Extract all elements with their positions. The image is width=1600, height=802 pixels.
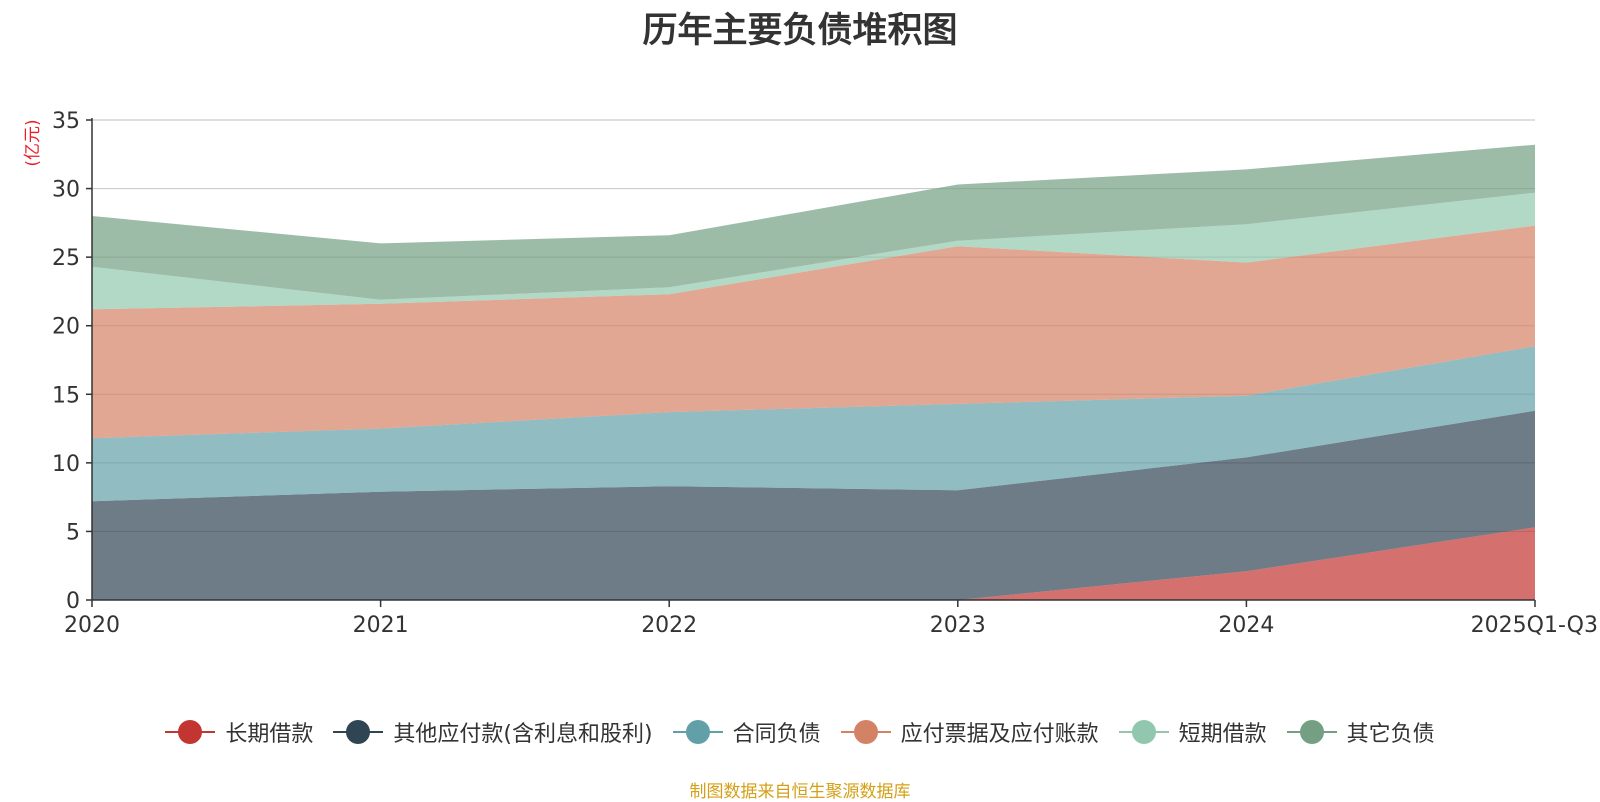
x-tick-label-5: 2025Q1-Q3 <box>1471 613 1598 638</box>
x-tick-label-1: 2021 <box>353 613 409 638</box>
y-tick-label-10: 10 <box>52 452 80 477</box>
source-note: 制图数据来自恒生聚源数据库 <box>689 782 911 802</box>
legend-marker-icon <box>165 719 216 745</box>
legend-marker-icon <box>840 719 891 745</box>
axes: 0 5 10 15 20 25 30 35 2020 2021 2022 2023 2024 2025Q1… <box>52 109 1598 638</box>
legend-marker-icon <box>672 719 723 745</box>
area-series-5 <box>92 192 1535 310</box>
y-tick-label-30: 30 <box>52 178 80 203</box>
area-series-2 <box>92 410 1535 600</box>
y-tick-label-0: 0 <box>66 589 80 614</box>
x-tick-label-4: 2024 <box>1218 613 1274 638</box>
legend-item-3[interactable]: 合同负债 <box>672 716 821 748</box>
legend-item-2[interactable]: 其他应付款(含利息和股利) <box>333 716 653 748</box>
legend-item-1[interactable]: 长期借款 <box>165 716 313 748</box>
y-axis-unit-label: (亿元) <box>23 119 43 166</box>
legend-marker-icon <box>1286 719 1337 745</box>
legend-item-5[interactable]: 短期借款 <box>1118 716 1267 748</box>
legend-label: 其它负债 <box>1346 722 1435 747</box>
y-tick-label-15: 15 <box>52 383 80 408</box>
chart-title: 历年主要负债堆积图 <box>642 11 958 51</box>
x-tick-label-2: 2022 <box>641 613 697 638</box>
legend-label: 应付票据及应付账款 <box>900 722 1099 747</box>
x-tick-label-3: 2023 <box>930 613 986 638</box>
legend-item-6[interactable]: 其它负债 <box>1286 716 1435 748</box>
y-tick-label-5: 5 <box>66 520 80 545</box>
area-series-6 <box>92 144 1535 300</box>
legend-label: 长期借款 <box>225 722 314 747</box>
area-series-3 <box>92 346 1535 502</box>
y-tick-label-20: 20 <box>52 315 80 340</box>
y-tick-label-25: 25 <box>52 246 80 271</box>
legend-marker-icon <box>1118 719 1169 745</box>
area-series-1 <box>92 527 1535 600</box>
legend: 长期借款 其他应付款(含利息和股利) 合同负债 应付票据及应付账款 短期借款 其它负债 <box>0 716 1600 748</box>
legend-label: 合同负债 <box>732 722 821 747</box>
stacked-areas <box>92 144 1535 600</box>
area-series-4 <box>92 225 1535 439</box>
legend-marker-icon <box>333 719 384 745</box>
legend-item-4[interactable]: 应付票据及应付账款 <box>840 716 1099 748</box>
x-tick-label-0: 2020 <box>64 613 120 638</box>
legend-label: 短期借款 <box>1178 722 1267 747</box>
y-tick-label-35: 35 <box>52 109 80 134</box>
legend-label: 其他应付款(含利息和股利) <box>393 722 653 747</box>
